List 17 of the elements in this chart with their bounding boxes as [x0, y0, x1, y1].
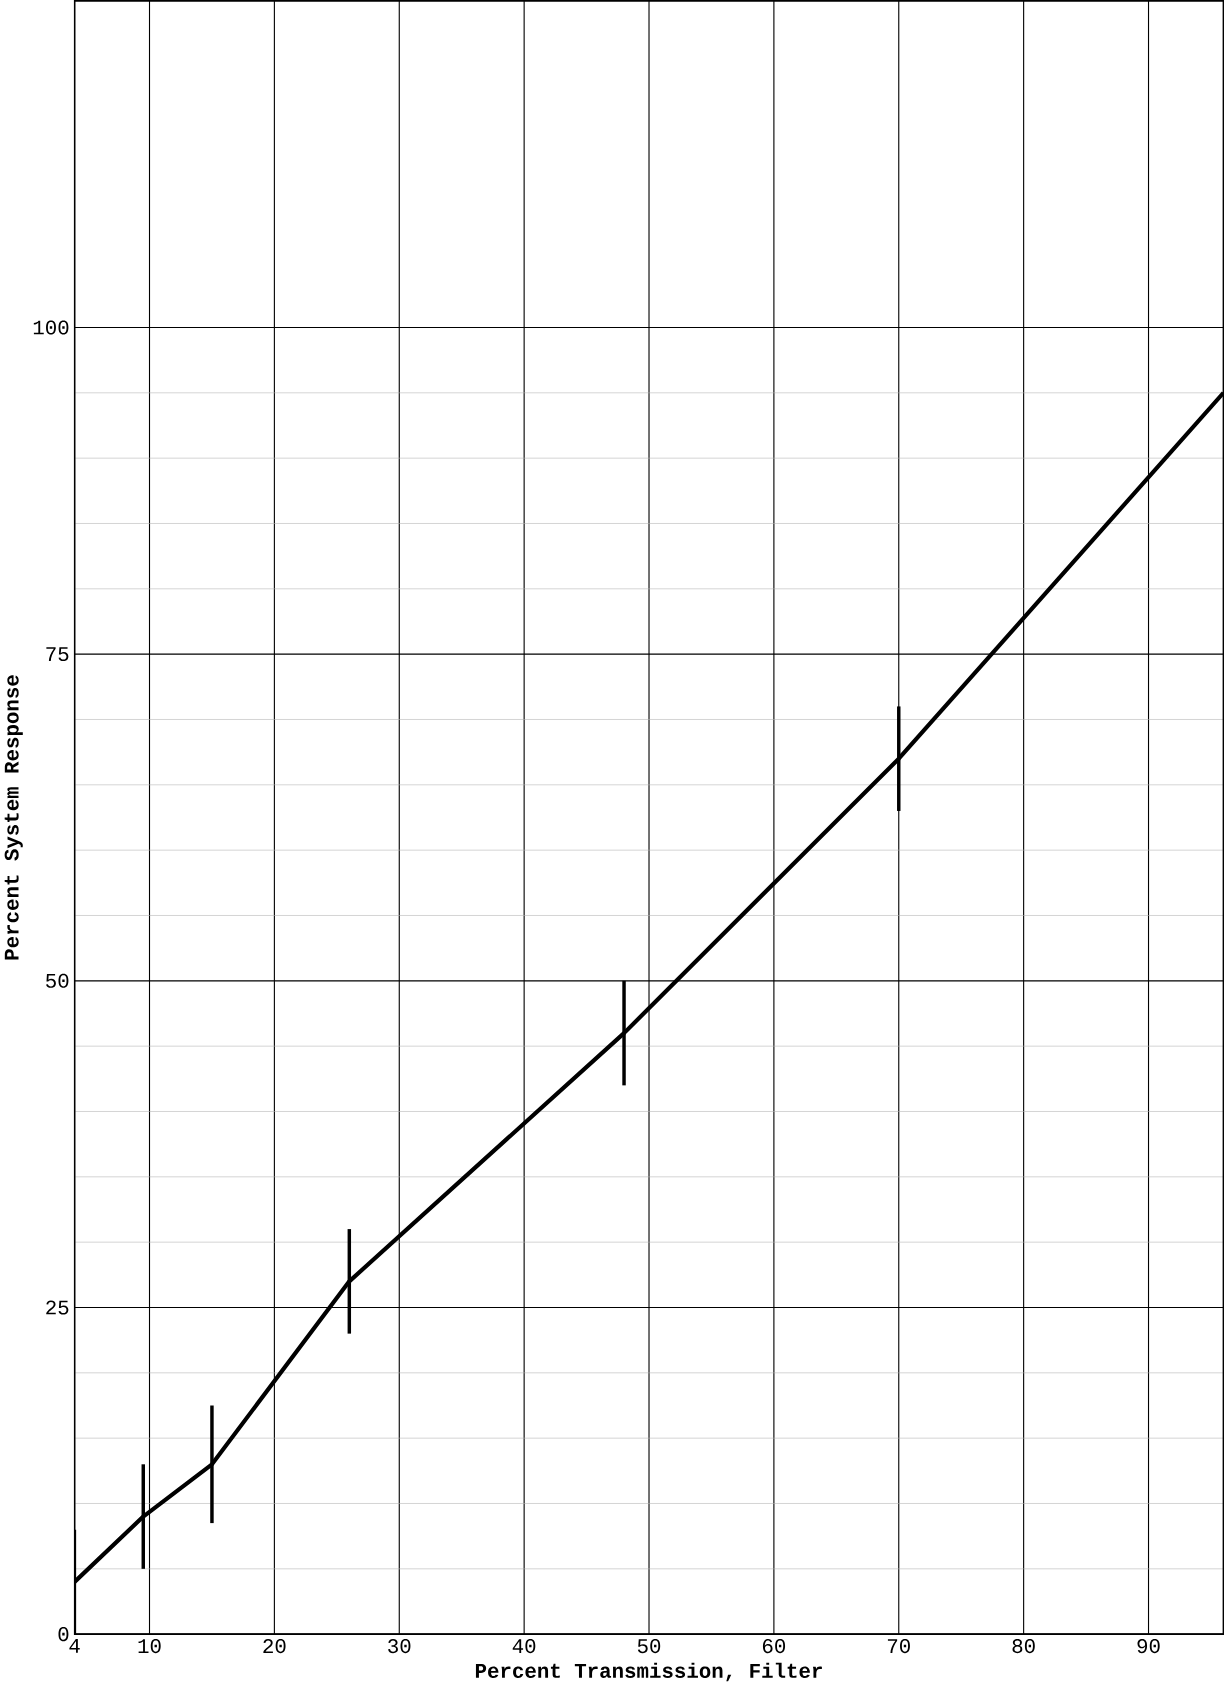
x-tick-label: 50 — [637, 1639, 661, 1654]
y-axis-title: Percent System Response — [4, 675, 23, 960]
x-tick-label: 80 — [1012, 1639, 1035, 1654]
x-tick-label: 20 — [263, 1639, 286, 1654]
y-tick-label: 50 — [45, 973, 69, 988]
y-tick-label: 75 — [46, 647, 69, 662]
y-tick-label: 100 — [33, 320, 69, 335]
x-tick-label: 30 — [387, 1639, 411, 1654]
x-tick-label: 90 — [1137, 1639, 1160, 1654]
x-tick-label: 10 — [138, 1639, 161, 1654]
x-tick-label: 40 — [512, 1639, 536, 1654]
x-tick-label: 4 — [69, 1639, 80, 1653]
x-tick-label: 60 — [762, 1639, 785, 1654]
x-tick-label: 70 — [887, 1639, 910, 1654]
y-tick-label: 25 — [46, 1300, 69, 1315]
y-tick-label: 0 — [58, 1627, 69, 1642]
x-axis-title: Percent Transmission, Filter — [475, 1662, 822, 1682]
